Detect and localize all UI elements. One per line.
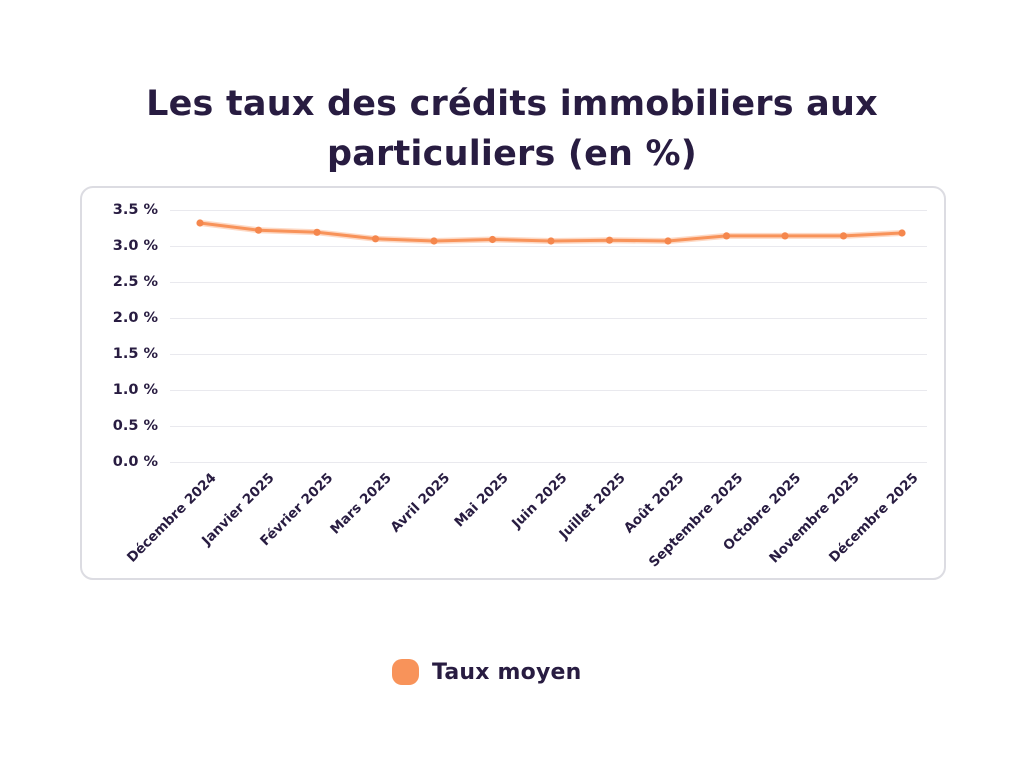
page-title-line-2: particuliers (en %) <box>326 134 698 174</box>
gridline-1.0 <box>170 390 927 391</box>
data-point-Novembre 2025[interactable] <box>839 232 848 240</box>
y-tick-label: 2.5 % <box>112 274 158 290</box>
chart-card: 3.5 % 3.0 % 2.5 % 2.0 % 1.5 % 1.0 % 0.5 % 0.0 %… <box>80 186 946 580</box>
y-tick-label: 0.0 % <box>112 454 158 470</box>
y-tick-label: 3.5 % <box>112 202 158 218</box>
gridline-3.0 <box>170 246 927 247</box>
y-tick-label: 3.0 % <box>112 238 158 254</box>
data-point-Octobre 2025[interactable] <box>781 232 789 240</box>
gridline-2.0 <box>170 318 927 319</box>
data-point-Août 2025[interactable] <box>664 237 672 245</box>
data-point-Décembre 2025[interactable] <box>898 229 906 237</box>
legend-taux-moyen[interactable]: Taux moyen <box>392 659 582 685</box>
data-point-Avril 2025[interactable] <box>430 237 438 245</box>
data-point-Février 2025[interactable] <box>313 228 321 236</box>
y-tick-label: 2.0 % <box>112 310 158 326</box>
gridline-3.5 <box>170 210 927 211</box>
data-point-Mai 2025[interactable] <box>488 235 497 244</box>
data-point-Décembre 2024[interactable] <box>196 219 204 227</box>
page-title-line-1: Les taux des crédits immobiliers aux <box>146 84 878 124</box>
legend-swatch-orange <box>392 659 419 685</box>
gridline-0.5 <box>170 426 927 427</box>
gridline-1.5 <box>170 354 927 355</box>
y-tick-label: 1.0 % <box>112 382 158 398</box>
data-point-Janvier 2025[interactable] <box>254 226 263 234</box>
data-point-Juin 2025[interactable] <box>547 237 555 245</box>
gridline-2.5 <box>170 282 927 283</box>
data-point-Mars 2025[interactable] <box>371 235 380 243</box>
y-tick-label: 1.5 % <box>112 346 158 362</box>
data-point-Septembre 2025[interactable] <box>722 232 731 240</box>
y-tick-label: 0.5 % <box>112 418 158 434</box>
gridline-0.0 <box>170 462 927 463</box>
data-point-Juillet 2025[interactable] <box>605 236 614 244</box>
page-title: Les taux des crédits immobiliers aux par… <box>0 79 1024 179</box>
line-plot <box>196 219 906 245</box>
legend-label: Taux moyen <box>432 659 582 685</box>
